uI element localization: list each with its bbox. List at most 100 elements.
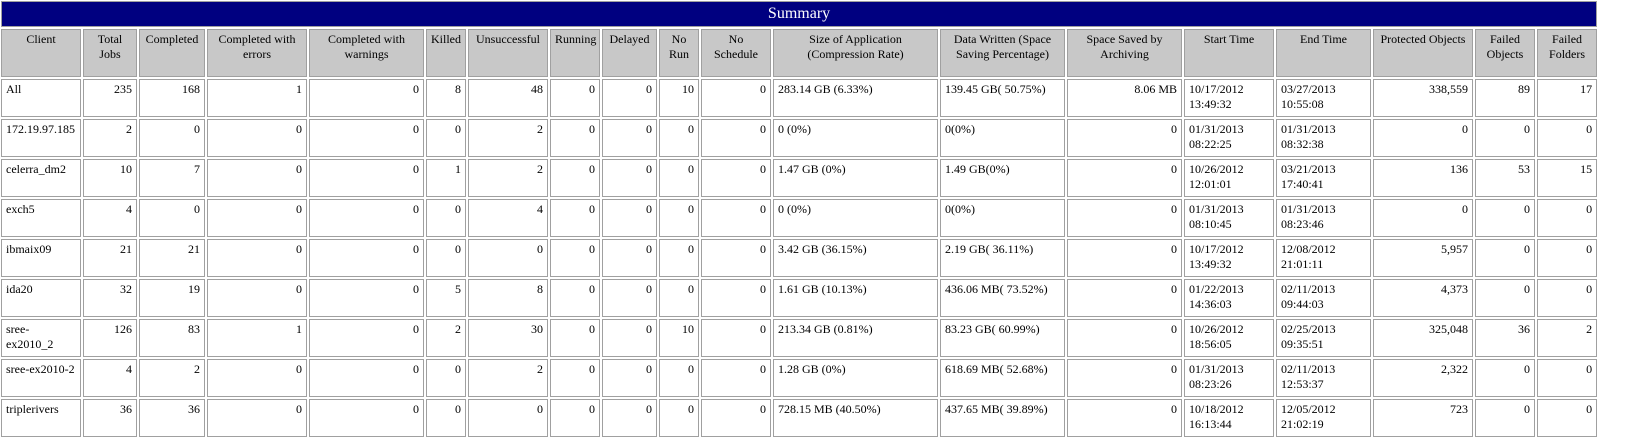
column-header: Client: [1, 29, 81, 77]
data-cell: 0: [701, 319, 771, 357]
data-cell: 4: [468, 199, 548, 237]
table-row: sree-ex2010-2 4 2 0 0 0 2 0 0 0 0 1.28 GB (0%) 618.6…: [1, 359, 1598, 397]
data-cell: 0: [550, 399, 600, 437]
data-cell: 0: [426, 359, 466, 397]
data-cell: 338,559: [1373, 79, 1473, 117]
column-header: Killed: [426, 29, 466, 77]
data-cell: 83: [139, 319, 205, 357]
data-cell: 437.65 MB( 39.89%): [940, 399, 1065, 437]
data-cell: 01/31/2013 08:32:38: [1276, 119, 1371, 157]
data-cell: 0: [309, 239, 424, 277]
data-cell: 0: [1067, 279, 1182, 317]
data-cell: 2: [83, 119, 137, 157]
data-cell: 1.28 GB (0%): [773, 359, 938, 397]
data-cell: 0: [1537, 359, 1598, 397]
data-cell: 0: [602, 159, 657, 197]
data-cell: 10/17/2012 13:49:32: [1184, 239, 1274, 277]
data-cell: 0(0%): [940, 119, 1065, 157]
data-cell: 0: [659, 159, 699, 197]
table-row: triplerivers 36 36 0 0 0 0 0 0 0 0 728.15 MB (40.50…: [1, 399, 1598, 437]
data-cell: 36: [83, 399, 137, 437]
data-cell: 0: [1067, 399, 1182, 437]
column-header: Running: [550, 29, 600, 77]
data-cell: 0: [207, 119, 307, 157]
data-cell: 5: [426, 279, 466, 317]
data-cell: 0: [1373, 199, 1473, 237]
data-cell: 8.06 MB: [1067, 79, 1182, 117]
data-cell: 126: [83, 319, 137, 357]
data-cell: 0: [1537, 199, 1598, 237]
data-cell: 36: [1475, 319, 1535, 357]
data-cell: 0: [426, 119, 466, 157]
data-cell: 0: [550, 279, 600, 317]
data-cell: 0: [602, 399, 657, 437]
table-title: Summary: [1, 1, 1598, 27]
data-cell: 0: [1067, 119, 1182, 157]
data-cell: 0: [550, 239, 600, 277]
data-cell: 36: [139, 399, 205, 437]
data-cell: 0: [602, 79, 657, 117]
data-cell: 8: [426, 79, 466, 117]
data-cell: 0: [309, 159, 424, 197]
data-cell: 0: [659, 199, 699, 237]
data-cell: 0: [426, 199, 466, 237]
data-cell: 1.49 GB(0%): [940, 159, 1065, 197]
table-row: 172.19.97.185 2 0 0 0 0 2 0 0 0 0 0 (0%) 0(0%) 0 01/31…: [1, 119, 1598, 157]
data-cell: 0: [659, 239, 699, 277]
table-row: ida20 32 19 0 0 5 8 0 0 0 0 1.61 GB (10.13%) 436.06 …: [1, 279, 1598, 317]
data-cell: 0: [1537, 119, 1598, 157]
client-cell: sree-ex2010_2: [1, 319, 81, 357]
data-cell: 0: [550, 159, 600, 197]
data-cell: 0: [701, 279, 771, 317]
data-cell: 0: [309, 79, 424, 117]
data-cell: 325,048: [1373, 319, 1473, 357]
data-cell: 10/26/2012 12:01:01: [1184, 159, 1274, 197]
data-cell: 8: [468, 279, 548, 317]
table-row: ibmaix09 21 21 0 0 0 0 0 0 0 0 3.42 GB (36.15%) 2.19…: [1, 239, 1598, 277]
data-cell: 0: [309, 319, 424, 357]
data-cell: 0: [659, 359, 699, 397]
data-cell: 03/27/2013 10:55:08: [1276, 79, 1371, 117]
table-row: exch5 4 0 0 0 0 4 0 0 0 0 0 (0%) 0(0%) 0 01/31/2013 08…: [1, 199, 1598, 237]
column-header: Completed: [139, 29, 205, 77]
data-cell: 5,957: [1373, 239, 1473, 277]
table-row: celerra_dm2 10 7 0 0 1 2 0 0 0 0 1.47 GB (0%) 1.49 G…: [1, 159, 1598, 197]
table-row: sree-ex2010_2 126 83 1 0 2 30 0 0 10 0 213.34 GB (0…: [1, 319, 1598, 357]
data-cell: 0: [550, 359, 600, 397]
client-cell: celerra_dm2: [1, 159, 81, 197]
data-cell: 0 (0%): [773, 199, 938, 237]
data-cell: 3.42 GB (36.15%): [773, 239, 938, 277]
data-cell: 139.45 GB( 50.75%): [940, 79, 1065, 117]
data-cell: 0: [659, 399, 699, 437]
data-cell: 17: [1537, 79, 1598, 117]
data-cell: 1: [207, 319, 307, 357]
data-cell: 0: [1537, 239, 1598, 277]
data-cell: 0: [1537, 279, 1598, 317]
data-cell: 03/21/2013 17:40:41: [1276, 159, 1371, 197]
data-cell: 0: [309, 199, 424, 237]
data-cell: 10: [659, 319, 699, 357]
data-cell: 0: [309, 359, 424, 397]
data-cell: 01/22/2013 14:36:03: [1184, 279, 1274, 317]
data-cell: 02/25/2013 09:35:51: [1276, 319, 1371, 357]
summary-table: Summary Client Total Jobs Completed Complet…: [1, 1, 1598, 437]
data-cell: 1.47 GB (0%): [773, 159, 938, 197]
data-cell: 12/08/2012 21:01:11: [1276, 239, 1371, 277]
client-cell: ibmaix09: [1, 239, 81, 277]
data-cell: 0: [309, 279, 424, 317]
data-cell: 0: [207, 239, 307, 277]
column-header: Unsuccessful: [468, 29, 548, 77]
data-cell: 235: [83, 79, 137, 117]
column-header: No Schedule: [701, 29, 771, 77]
data-cell: 0: [602, 239, 657, 277]
data-cell: 01/31/2013 08:22:25: [1184, 119, 1274, 157]
data-cell: 0: [1067, 159, 1182, 197]
data-cell: 0: [701, 239, 771, 277]
data-cell: 1.61 GB (10.13%): [773, 279, 938, 317]
data-cell: 15: [1537, 159, 1598, 197]
data-cell: 168: [139, 79, 205, 117]
data-cell: 0: [550, 79, 600, 117]
data-cell: 136: [1373, 159, 1473, 197]
data-cell: 436.06 MB( 73.52%): [940, 279, 1065, 317]
column-header: Completed with errors: [207, 29, 307, 77]
